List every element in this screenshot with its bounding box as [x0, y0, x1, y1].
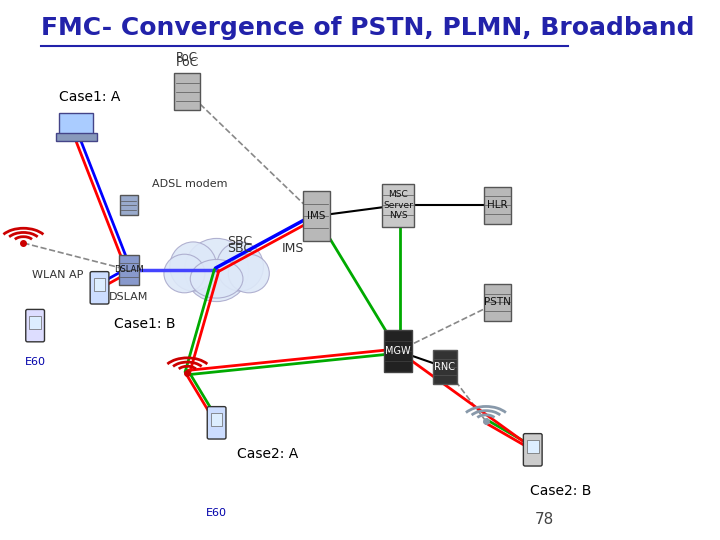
FancyBboxPatch shape: [207, 407, 226, 439]
Text: Case1: A: Case1: A: [58, 90, 120, 104]
Text: DSLAM: DSLAM: [114, 266, 143, 274]
Text: PSTN: PSTN: [484, 298, 511, 307]
FancyBboxPatch shape: [527, 440, 539, 453]
Ellipse shape: [190, 259, 243, 298]
Text: MSC
Server
NVS: MSC Server NVS: [383, 190, 413, 220]
Text: MGW: MGW: [385, 346, 411, 356]
Ellipse shape: [170, 242, 217, 291]
Text: Case2: A: Case2: A: [237, 447, 298, 461]
Text: SBC: SBC: [228, 242, 253, 255]
FancyBboxPatch shape: [55, 133, 96, 141]
FancyBboxPatch shape: [94, 278, 105, 291]
Text: E60: E60: [24, 357, 45, 367]
Text: HLR: HLR: [487, 200, 508, 210]
Ellipse shape: [164, 254, 205, 293]
Ellipse shape: [184, 238, 249, 301]
Text: PoC: PoC: [176, 56, 199, 69]
Text: 78: 78: [535, 511, 554, 526]
Text: IMS: IMS: [307, 211, 325, 221]
FancyBboxPatch shape: [119, 255, 139, 285]
Text: WLAN AP: WLAN AP: [32, 271, 84, 280]
FancyBboxPatch shape: [302, 191, 330, 241]
Text: FMC- Convergence of PSTN, PLMN, Broadband: FMC- Convergence of PSTN, PLMN, Broadban…: [41, 16, 695, 40]
Text: RNC: RNC: [434, 362, 456, 372]
FancyBboxPatch shape: [211, 413, 222, 426]
Text: ADSL modem: ADSL modem: [152, 179, 228, 188]
Text: Case1: B: Case1: B: [114, 317, 176, 331]
FancyBboxPatch shape: [382, 184, 415, 226]
Text: PoC: PoC: [176, 51, 198, 64]
Text: SBC: SBC: [228, 235, 253, 248]
FancyBboxPatch shape: [433, 350, 457, 384]
Text: DSLAM: DSLAM: [109, 292, 148, 302]
FancyBboxPatch shape: [174, 73, 200, 111]
FancyBboxPatch shape: [90, 272, 109, 304]
FancyBboxPatch shape: [484, 284, 511, 321]
Ellipse shape: [228, 254, 269, 293]
FancyBboxPatch shape: [120, 195, 138, 215]
FancyBboxPatch shape: [484, 186, 511, 224]
Text: E60: E60: [206, 508, 227, 518]
FancyBboxPatch shape: [523, 434, 542, 466]
FancyBboxPatch shape: [59, 113, 93, 134]
Ellipse shape: [217, 242, 264, 291]
FancyBboxPatch shape: [30, 316, 41, 329]
Text: Case2: B: Case2: B: [530, 484, 591, 498]
FancyBboxPatch shape: [26, 309, 45, 342]
FancyBboxPatch shape: [384, 329, 412, 373]
Text: IMS: IMS: [282, 242, 304, 255]
